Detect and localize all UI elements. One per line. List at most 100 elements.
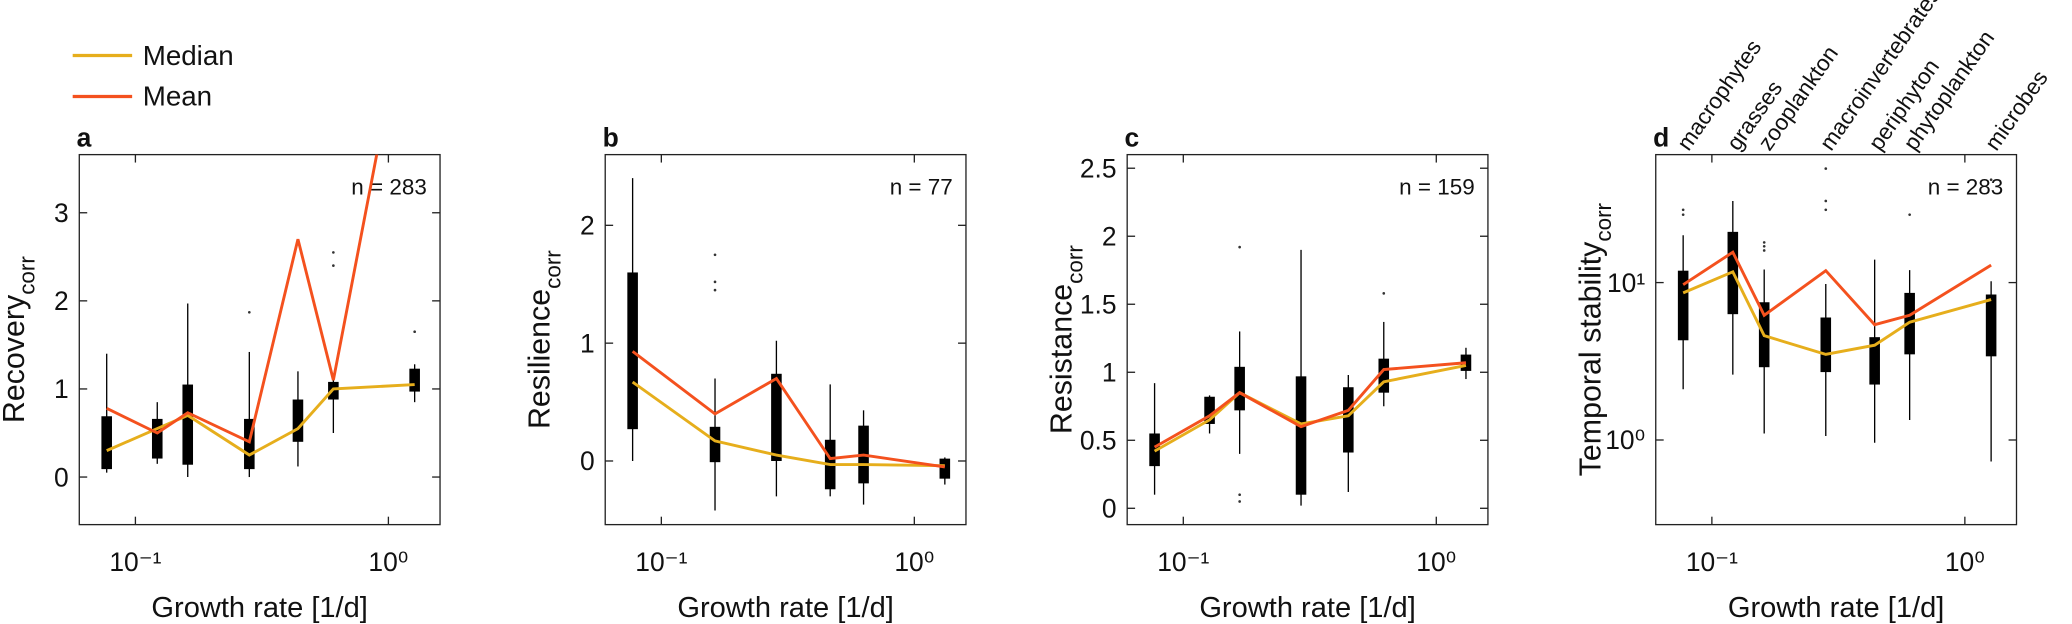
series-line — [631, 380, 945, 468]
series-line — [1153, 361, 1467, 449]
outlier — [1681, 213, 1685, 216]
y-tick-label: 0.5 — [1080, 426, 1117, 456]
series-line — [1153, 364, 1467, 453]
y-tick-label: 1 — [54, 374, 69, 404]
outlier — [713, 288, 717, 292]
outlier — [713, 253, 717, 257]
outlier — [1989, 178, 1993, 182]
y-tick-label: 2 — [580, 211, 595, 241]
y-axis-label-text: Temporal stability — [1573, 241, 1607, 476]
outlier — [1681, 208, 1685, 212]
y-axis-label-text: Resistance — [1045, 284, 1079, 434]
box — [1869, 337, 1880, 385]
outlier — [1824, 167, 1828, 170]
x-axis-label: Growth rate [1/d] — [1199, 592, 1415, 624]
outlier — [247, 310, 251, 314]
outlier — [1238, 493, 1241, 497]
outlier — [713, 280, 717, 284]
legend-label: Median — [143, 40, 234, 71]
y-axis-label: Resiliencecorr — [523, 250, 566, 429]
box — [939, 458, 951, 479]
outlier — [1238, 245, 1241, 249]
box — [1677, 270, 1689, 341]
y-tick-label: 10⁰ — [1605, 425, 1645, 455]
y-axis-label-text: Resilience — [523, 289, 557, 429]
box — [1204, 396, 1215, 424]
outlier — [413, 330, 416, 334]
outlier — [1762, 249, 1766, 252]
x-axis-label: Growth rate [1/d] — [1728, 592, 1944, 624]
box — [101, 416, 112, 470]
outlier — [1824, 208, 1828, 212]
axes-frame — [1655, 153, 2018, 526]
legend-label: Mean — [143, 81, 212, 112]
x-tick-label: 10⁰ — [894, 547, 934, 577]
axes-frame — [604, 153, 967, 526]
box — [151, 418, 163, 459]
box — [1820, 317, 1832, 373]
box — [1985, 294, 1997, 357]
y-axis-label-sub: corr — [1062, 245, 1087, 284]
panel-title: a — [77, 123, 92, 153]
box — [1378, 358, 1390, 393]
box — [1460, 354, 1472, 371]
box — [409, 368, 420, 392]
annotation: n = 283 — [1928, 174, 2004, 199]
box — [182, 384, 194, 465]
x-tick-label: 10⁰ — [368, 547, 408, 577]
box — [1343, 387, 1354, 453]
box — [627, 272, 638, 430]
axes-frame — [1126, 153, 1489, 526]
panel-title: d — [1653, 123, 1669, 153]
y-tick-label: 10¹ — [1607, 268, 1645, 298]
x-tick-label: 10⁰ — [1416, 547, 1456, 577]
y-tick-label: 1 — [580, 328, 595, 358]
box — [292, 399, 304, 442]
x-axis-label: Growth rate [1/d] — [151, 592, 367, 624]
box — [771, 373, 782, 461]
x-tick-label: 10⁻¹ — [1686, 547, 1738, 577]
y-axis-label: Recoverycorr — [0, 256, 39, 423]
series-line — [1682, 269, 1992, 356]
y-tick-label: 2 — [1102, 221, 1117, 251]
x-tick-label: 10⁰ — [1945, 547, 1985, 577]
panel-title: c — [1125, 123, 1140, 153]
outlier — [1762, 241, 1766, 244]
x-tick-label: 10⁻¹ — [109, 547, 161, 577]
outlier — [1762, 244, 1766, 248]
y-tick-label: 1.5 — [1080, 290, 1117, 320]
box — [1234, 366, 1245, 411]
series-line — [631, 350, 946, 469]
y-tick-label: 2.5 — [1080, 153, 1117, 183]
outlier — [1908, 213, 1911, 216]
group-label: microbes — [1980, 66, 2053, 155]
y-axis-label-sub: corr — [14, 256, 39, 295]
annotation: n = 283 — [351, 174, 427, 199]
x-tick-label: 10⁻¹ — [635, 547, 687, 577]
y-axis-label-sub: corr — [1591, 202, 1616, 241]
outlier — [1382, 292, 1386, 295]
panel-title: b — [603, 123, 619, 153]
box — [709, 426, 721, 463]
series-line — [106, 154, 379, 444]
y-tick-label: 0 — [580, 446, 595, 476]
y-axis-label-sub: corr — [540, 250, 565, 289]
x-axis-label: Growth rate [1/d] — [677, 592, 893, 624]
y-axis-label-text: Recovery — [0, 294, 31, 423]
axes-frame — [78, 153, 441, 526]
x-tick-label: 10⁻¹ — [1157, 547, 1209, 577]
series-line — [106, 383, 415, 457]
y-tick-label: 3 — [54, 198, 69, 228]
box — [244, 418, 255, 470]
series-line — [1682, 250, 1992, 327]
y-axis-label: Resistancecorr — [1045, 245, 1088, 434]
y-axis-label: Temporal stabilitycorr — [1573, 202, 1616, 476]
outlier — [332, 264, 335, 267]
outlier — [1824, 199, 1828, 203]
annotation: n = 77 — [890, 174, 953, 199]
y-tick-label: 1 — [1102, 358, 1117, 388]
outlier — [332, 251, 335, 254]
y-tick-label: 2 — [54, 286, 69, 316]
box — [1295, 376, 1307, 495]
